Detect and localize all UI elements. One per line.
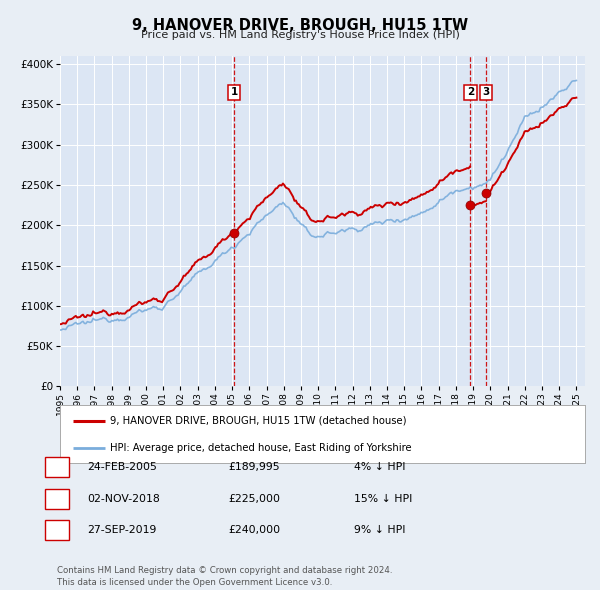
Text: 27-SEP-2019: 27-SEP-2019 bbox=[87, 525, 157, 535]
Text: 2: 2 bbox=[53, 494, 61, 503]
Text: 15% ↓ HPI: 15% ↓ HPI bbox=[354, 494, 412, 503]
Text: £240,000: £240,000 bbox=[228, 525, 280, 535]
Text: 2: 2 bbox=[467, 87, 474, 97]
Text: 24-FEB-2005: 24-FEB-2005 bbox=[87, 463, 157, 472]
Text: £225,000: £225,000 bbox=[228, 494, 280, 503]
Text: 3: 3 bbox=[482, 87, 490, 97]
Text: 9, HANOVER DRIVE, BROUGH, HU15 1TW: 9, HANOVER DRIVE, BROUGH, HU15 1TW bbox=[132, 18, 468, 32]
Text: Contains HM Land Registry data © Crown copyright and database right 2024.
This d: Contains HM Land Registry data © Crown c… bbox=[57, 566, 392, 587]
Text: 9% ↓ HPI: 9% ↓ HPI bbox=[354, 525, 406, 535]
Text: £189,995: £189,995 bbox=[228, 463, 280, 472]
Text: 1: 1 bbox=[230, 87, 238, 97]
Text: 9, HANOVER DRIVE, BROUGH, HU15 1TW (detached house): 9, HANOVER DRIVE, BROUGH, HU15 1TW (deta… bbox=[110, 416, 406, 426]
Text: 1: 1 bbox=[53, 463, 61, 472]
Text: HPI: Average price, detached house, East Riding of Yorkshire: HPI: Average price, detached house, East… bbox=[110, 442, 412, 453]
Text: 02-NOV-2018: 02-NOV-2018 bbox=[87, 494, 160, 503]
Text: 3: 3 bbox=[53, 525, 61, 535]
Text: 4% ↓ HPI: 4% ↓ HPI bbox=[354, 463, 406, 472]
Text: Price paid vs. HM Land Registry's House Price Index (HPI): Price paid vs. HM Land Registry's House … bbox=[140, 30, 460, 40]
